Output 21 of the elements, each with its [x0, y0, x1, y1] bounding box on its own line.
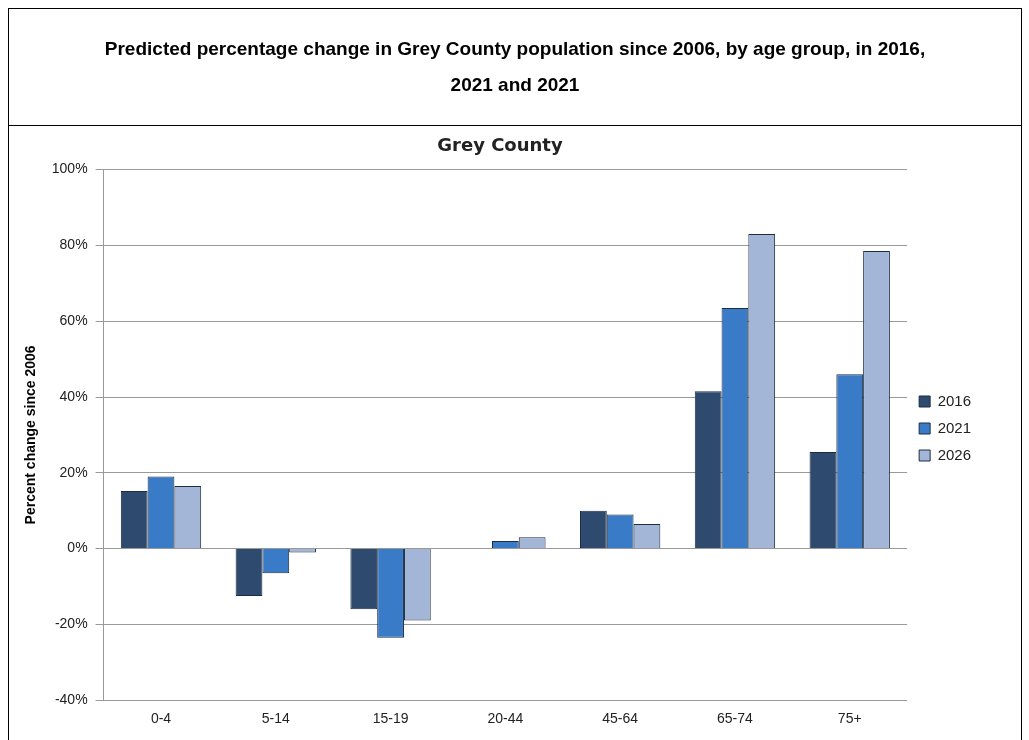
- x-tick-label: 75+: [837, 710, 862, 727]
- y-tick-label: 100%: [51, 160, 88, 177]
- chart-subtitle: Grey County: [437, 134, 563, 156]
- legend-label: 2016: [937, 391, 972, 409]
- y-tick-label: 40%: [59, 387, 88, 404]
- y-tick-label: 80%: [59, 236, 88, 253]
- y-tick-label: 0%: [67, 539, 88, 556]
- x-tick-label: 65-74: [717, 710, 754, 727]
- x-tick-label: 20-44: [487, 710, 524, 727]
- legend-label: 2021: [937, 418, 972, 436]
- x-tick-label: 45-64: [602, 710, 639, 727]
- x-tick-label: 5-14: [261, 710, 291, 727]
- y-tick-label: 20%: [59, 463, 88, 480]
- x-tick-label: 15-19: [372, 710, 409, 727]
- y-tick-label: -20%: [54, 615, 88, 632]
- chart-title: Predicted percentage change in Grey County population since 2006, by age group, in 2016, 2021 and 2021: [9, 9, 1021, 126]
- x-tick-label: 0-4: [150, 710, 172, 727]
- y-axis-title: Percent change since 2006: [22, 345, 39, 525]
- y-tick-label: -40%: [54, 691, 88, 708]
- y-tick-label: 60%: [59, 312, 88, 329]
- legend-label: 2026: [937, 445, 972, 463]
